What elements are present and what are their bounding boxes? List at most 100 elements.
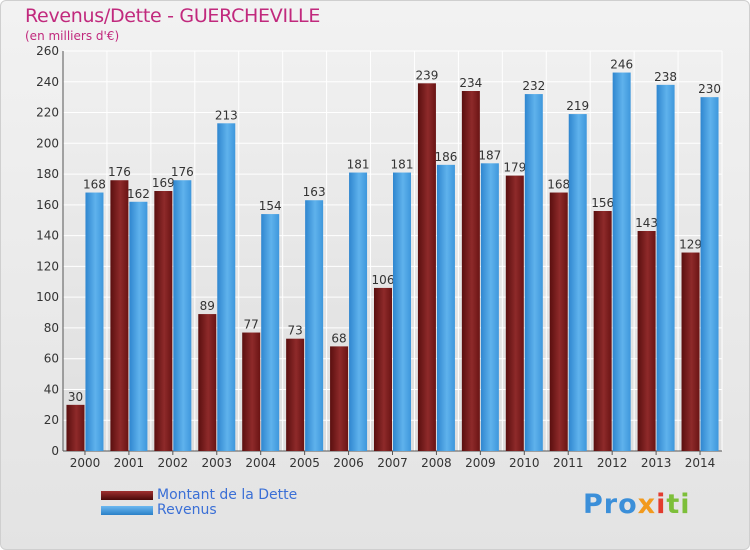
data-label-revenus: 168 — [83, 178, 106, 192]
bar-dette — [505, 175, 524, 451]
legend-item-revenus: Revenus — [101, 502, 217, 518]
x-tick-label: 2014 — [685, 456, 716, 470]
x-tick-label: 2009 — [465, 456, 496, 470]
data-label-dette: 169 — [152, 176, 175, 190]
bar-dette — [242, 332, 261, 451]
y-tick-label: 40 — [44, 382, 59, 396]
x-tick-label: 2007 — [377, 456, 408, 470]
data-label-revenus: 176 — [171, 165, 194, 179]
x-tick-label: 2013 — [641, 456, 672, 470]
data-label-dette: 106 — [372, 273, 395, 287]
legend-label-revenus: Revenus — [157, 502, 217, 518]
bar-revenus — [436, 164, 455, 451]
data-label-revenus: 219 — [566, 99, 589, 113]
data-label-dette: 77 — [244, 318, 259, 332]
y-tick-label: 140 — [36, 229, 59, 243]
bar-dette — [549, 192, 568, 452]
data-label-revenus: 238 — [654, 70, 677, 84]
data-label-revenus: 181 — [347, 158, 370, 172]
proxiti-logo: Proxiti — [583, 489, 691, 520]
bar-revenus — [349, 172, 368, 452]
data-label-revenus: 246 — [610, 58, 633, 72]
data-label-revenus: 154 — [259, 199, 282, 213]
bar-revenus — [261, 214, 280, 451]
data-label-revenus: 162 — [127, 187, 150, 201]
bar-revenus — [173, 180, 192, 451]
data-label-dette: 68 — [331, 331, 346, 345]
bar-revenus — [524, 94, 543, 452]
data-label-dette: 89 — [200, 299, 215, 313]
data-label-revenus: 232 — [522, 79, 545, 93]
data-label-dette: 143 — [635, 216, 658, 230]
bar-revenus — [700, 97, 719, 452]
bar-revenus — [612, 72, 631, 452]
chart-title: Revenus/Dette - GUERCHEVILLE — [25, 5, 321, 27]
data-label-revenus: 181 — [391, 158, 414, 172]
bar-dette — [374, 287, 392, 451]
x-tick-label: 2011 — [553, 456, 584, 470]
y-tick-label: 120 — [36, 259, 59, 273]
y-tick-label: 260 — [36, 44, 59, 58]
bar-dette — [593, 211, 612, 451]
bar-dette — [330, 346, 349, 451]
x-tick-label: 2002 — [158, 456, 189, 470]
bar-dette — [198, 314, 217, 451]
bar-dette — [110, 180, 129, 451]
bar-dette — [461, 91, 480, 451]
x-tick-label: 2012 — [597, 456, 628, 470]
y-tick-label: 100 — [36, 290, 59, 304]
data-label-revenus: 213 — [215, 108, 238, 122]
x-tick-label: 2003 — [201, 456, 232, 470]
y-tick-label: 200 — [36, 136, 59, 150]
y-tick-label: 160 — [36, 198, 59, 212]
bar-revenus — [217, 123, 236, 452]
x-tick-label: 2001 — [114, 456, 145, 470]
bar-dette — [154, 191, 173, 451]
legend-swatch-revenus — [101, 505, 153, 515]
bar-dette — [637, 231, 656, 451]
legend-swatch-dette — [101, 490, 153, 500]
bar-revenus — [393, 172, 411, 452]
bar-revenus — [656, 84, 675, 451]
data-label-dette: 30 — [68, 390, 83, 404]
data-label-dette: 176 — [108, 165, 131, 179]
x-tick-label: 2004 — [245, 456, 276, 470]
y-tick-label: 180 — [36, 167, 59, 181]
bar-revenus — [129, 201, 148, 451]
x-tick-label: 2006 — [333, 456, 364, 470]
y-tick-label: 60 — [44, 352, 59, 366]
legend-label-dette: Montant de la Dette — [157, 487, 298, 503]
bar-dette — [66, 404, 85, 451]
x-tick-label: 2000 — [70, 456, 101, 470]
y-tick-label: 20 — [44, 413, 59, 427]
data-label-dette: 179 — [503, 161, 526, 175]
bar-revenus — [480, 163, 499, 452]
data-label-dette: 73 — [287, 324, 302, 338]
y-tick-label: 220 — [36, 106, 59, 120]
chart-subtitle: (en milliers d'€) — [25, 29, 120, 43]
data-label-revenus: 163 — [303, 185, 326, 199]
bar-revenus — [305, 200, 324, 451]
y-tick-label: 0 — [51, 444, 59, 458]
bar-dette — [681, 252, 700, 451]
bar-dette — [286, 338, 305, 451]
data-label-dette: 234 — [459, 76, 482, 90]
x-tick-label: 2005 — [289, 456, 320, 470]
bar-revenus — [85, 192, 104, 452]
bar-dette — [417, 83, 436, 452]
legend-item-dette: Montant de la Dette — [101, 487, 297, 503]
data-label-revenus: 230 — [698, 82, 721, 96]
data-label-dette: 156 — [591, 196, 614, 210]
data-label-dette: 239 — [415, 68, 438, 82]
x-tick-label: 2008 — [421, 456, 452, 470]
plot-area — [63, 51, 722, 451]
data-label-revenus: 187 — [478, 148, 501, 162]
y-tick-label: 80 — [44, 321, 59, 335]
y-tick-label: 240 — [36, 75, 59, 89]
data-label-dette: 129 — [679, 238, 702, 252]
x-tick-label: 2010 — [509, 456, 540, 470]
data-label-revenus: 186 — [434, 150, 457, 164]
data-label-dette: 168 — [547, 178, 570, 192]
